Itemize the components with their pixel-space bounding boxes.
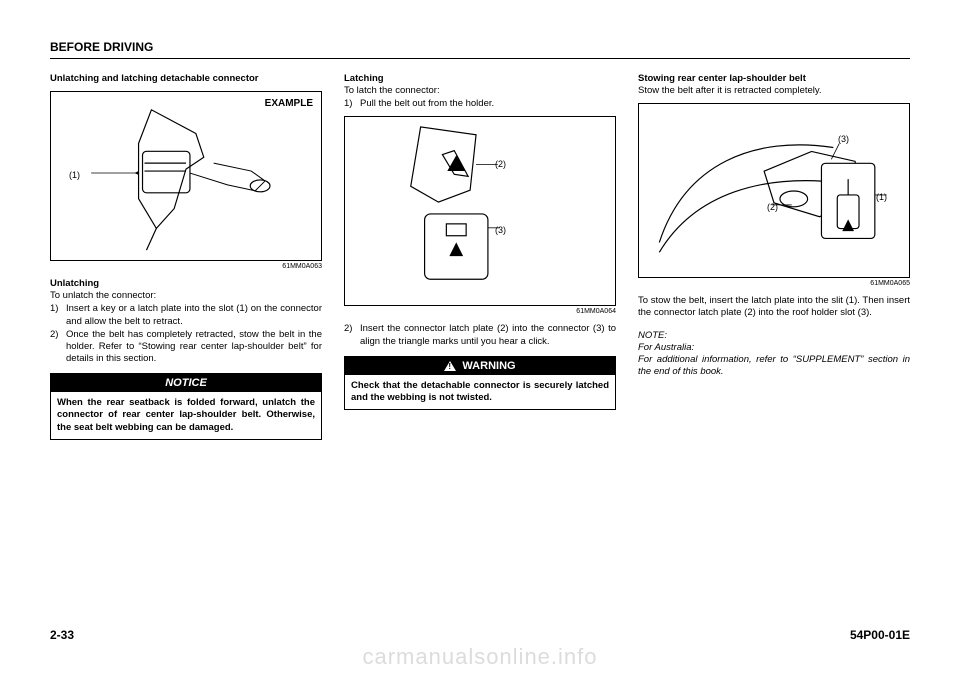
note-for: For Australia: [638, 342, 910, 354]
col1-li1: 1)Insert a key or a latch plate into the… [50, 303, 322, 327]
col1-title: Unlatching and latching detachable conne… [50, 73, 322, 85]
callout-3b: (2) [767, 202, 778, 214]
callout-3c: (3) [838, 134, 849, 146]
warning-head-text: WARNING [462, 359, 515, 373]
col3-p2: To stow the belt, insert the latch plate… [638, 295, 910, 319]
notice-body: When the rear seatback is folded forward… [51, 392, 321, 438]
page-number: 2-33 [50, 628, 74, 642]
figure-2: (2) (3) [344, 116, 616, 306]
col2-list1: 1)Pull the belt out from the holder. [344, 98, 616, 110]
col2-title: Latching [344, 73, 616, 85]
diagram-2 [345, 117, 615, 305]
warning-body: Check that the detachable connector is s… [345, 375, 615, 409]
doc-code: 54P00-01E [850, 628, 910, 642]
callout-2b: (3) [495, 225, 506, 237]
col2-list2: 2)Insert the connector latch plate (2) i… [344, 323, 616, 347]
col2-li2: 2)Insert the connector latch plate (2) i… [344, 323, 616, 347]
note-body: For additional information, refer to “SU… [638, 354, 910, 378]
figure-3: (3) (1) (2) [638, 103, 910, 278]
column-1: Unlatching and latching detachable conne… [50, 73, 322, 440]
diagram-3 [639, 104, 909, 277]
col3-title: Stowing rear center lap-shoulder belt [638, 73, 910, 85]
fig1-code: 61MM0A063 [50, 263, 322, 272]
col1-list: 1)Insert a key or a latch plate into the… [50, 303, 322, 365]
section-header: BEFORE DRIVING [50, 40, 910, 59]
callout-1: (1) [69, 170, 80, 182]
col2-li1: 1)Pull the belt out from the holder. [344, 98, 616, 110]
fig3-code: 61MM0A065 [638, 280, 910, 289]
notice-box: NOTICE When the rear seatback is folded … [50, 373, 322, 440]
figure-1: EXAMPLE (1) [50, 91, 322, 261]
notice-head: NOTICE [51, 374, 321, 392]
diagram-1 [51, 92, 321, 260]
warning-head: WARNING [345, 357, 615, 375]
column-2: Latching To latch the connector: 1)Pull … [344, 73, 616, 440]
callout-2a: (2) [495, 159, 506, 171]
warning-triangle-icon [444, 361, 456, 371]
col2-p1: To latch the connector: [344, 85, 616, 97]
warning-box: WARNING Check that the detachable connec… [344, 356, 616, 410]
note-label: NOTE: [638, 330, 910, 342]
col3-p1: Stow the belt after it is retracted comp… [638, 85, 910, 97]
column-3: Stowing rear center lap-shoulder belt St… [638, 73, 910, 440]
watermark: carmanualsonline.info [0, 644, 960, 670]
example-label: EXAMPLE [265, 98, 313, 111]
col1-p1: To unlatch the connector: [50, 290, 322, 302]
col1-sub1: Unlatching [50, 278, 322, 290]
content-columns: Unlatching and latching detachable conne… [50, 73, 910, 440]
col1-li2: 2)Once the belt has completely retracted… [50, 329, 322, 365]
fig2-code: 61MM0A064 [344, 308, 616, 317]
callout-3a: (1) [876, 192, 887, 204]
